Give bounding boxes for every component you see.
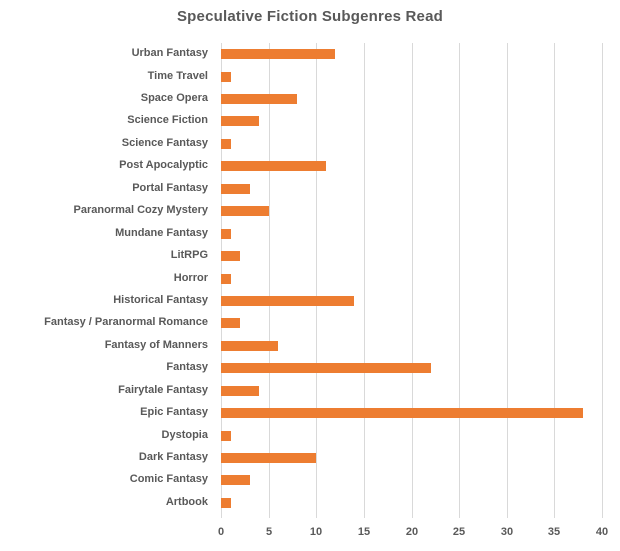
gridline-10: [316, 43, 317, 514]
gridline-15: [364, 43, 365, 514]
gridline-25: [459, 43, 460, 514]
category-label-paranormal-cozy-mystery: Paranormal Cozy Mystery: [73, 204, 209, 216]
category-label-portal-fantasy: Portal Fantasy: [132, 182, 208, 194]
bar-fantasy-of-manners: [221, 341, 278, 351]
chart-title: Speculative Fiction Subgenres Read: [176, 8, 444, 25]
bar-fantasy-paranormal-romance: [221, 318, 240, 328]
category-label-space-opera: Space Opera: [140, 92, 208, 104]
bar-post-apocalyptic: [221, 161, 326, 171]
x-axis-label-25: 25: [452, 526, 466, 538]
x-axis-label-40: 40: [595, 526, 609, 538]
category-label-fantasy-paranormal-romance: Fantasy / Paranormal Romance: [44, 316, 208, 328]
category-label-fairytale-fantasy: Fairytale Fantasy: [118, 384, 208, 396]
category-label-fantasy-of-manners: Fantasy of Manners: [104, 339, 208, 351]
category-label-dark-fantasy: Dark Fantasy: [138, 451, 208, 463]
x-axis-label-35: 35: [547, 526, 561, 538]
bar-science-fiction: [221, 116, 259, 126]
bar-paranormal-cozy-mystery: [221, 206, 269, 216]
x-tick-15: [364, 514, 365, 518]
x-tick-25: [459, 514, 460, 518]
gridline-30: [507, 43, 508, 514]
category-label-urban-fantasy: Urban Fantasy: [131, 47, 208, 59]
x-axis-label-20: 20: [405, 526, 419, 538]
bar-urban-fantasy: [221, 49, 335, 59]
x-axis-label-10: 10: [309, 526, 323, 538]
bar-dark-fantasy: [221, 453, 316, 463]
category-label-fantasy: Fantasy: [166, 361, 208, 373]
plot-area: [221, 43, 603, 514]
gridline-40: [602, 43, 603, 514]
bar-epic-fantasy: [221, 408, 583, 418]
x-tick-5: [269, 514, 270, 518]
bar-litrpg: [221, 251, 240, 261]
x-tick-40: [602, 514, 603, 518]
category-label-science-fiction: Science Fiction: [127, 114, 208, 126]
bar-time-travel: [221, 72, 231, 82]
bar-historical-fantasy: [221, 296, 354, 306]
gridline-5: [269, 43, 270, 514]
category-label-horror: Horror: [173, 272, 208, 284]
x-axis-label-0: 0: [217, 526, 225, 538]
x-axis-label-30: 30: [500, 526, 514, 538]
x-tick-10: [316, 514, 317, 518]
bar-fantasy: [221, 363, 431, 373]
bar-space-opera: [221, 94, 297, 104]
bar-horror: [221, 274, 231, 284]
bar-dystopia: [221, 431, 231, 441]
x-tick-30: [507, 514, 508, 518]
bar-mundane-fantasy: [221, 229, 231, 239]
x-axis-label-5: 5: [265, 526, 273, 538]
x-tick-0: [221, 514, 222, 518]
category-label-comic-fantasy: Comic Fantasy: [129, 473, 208, 485]
category-label-dystopia: Dystopia: [161, 429, 208, 441]
category-label-litrpg: LitRPG: [170, 249, 208, 261]
category-label-post-apocalyptic: Post Apocalyptic: [119, 159, 208, 171]
bar-portal-fantasy: [221, 184, 250, 194]
category-label-mundane-fantasy: Mundane Fantasy: [115, 227, 208, 239]
category-label-historical-fantasy: Historical Fantasy: [113, 294, 208, 306]
bar-artbook: [221, 498, 231, 508]
x-tick-20: [412, 514, 413, 518]
category-label-time-travel: Time Travel: [147, 70, 208, 82]
category-label-artbook: Artbook: [165, 496, 208, 508]
x-axis-label-15: 15: [357, 526, 371, 538]
bar-comic-fantasy: [221, 475, 250, 485]
bar-science-fantasy: [221, 139, 231, 149]
bar-fairytale-fantasy: [221, 386, 259, 396]
gridline-35: [554, 43, 555, 514]
x-tick-35: [554, 514, 555, 518]
category-label-science-fantasy: Science Fantasy: [121, 137, 208, 149]
category-label-epic-fantasy: Epic Fantasy: [140, 406, 208, 418]
gridline-20: [412, 43, 413, 514]
